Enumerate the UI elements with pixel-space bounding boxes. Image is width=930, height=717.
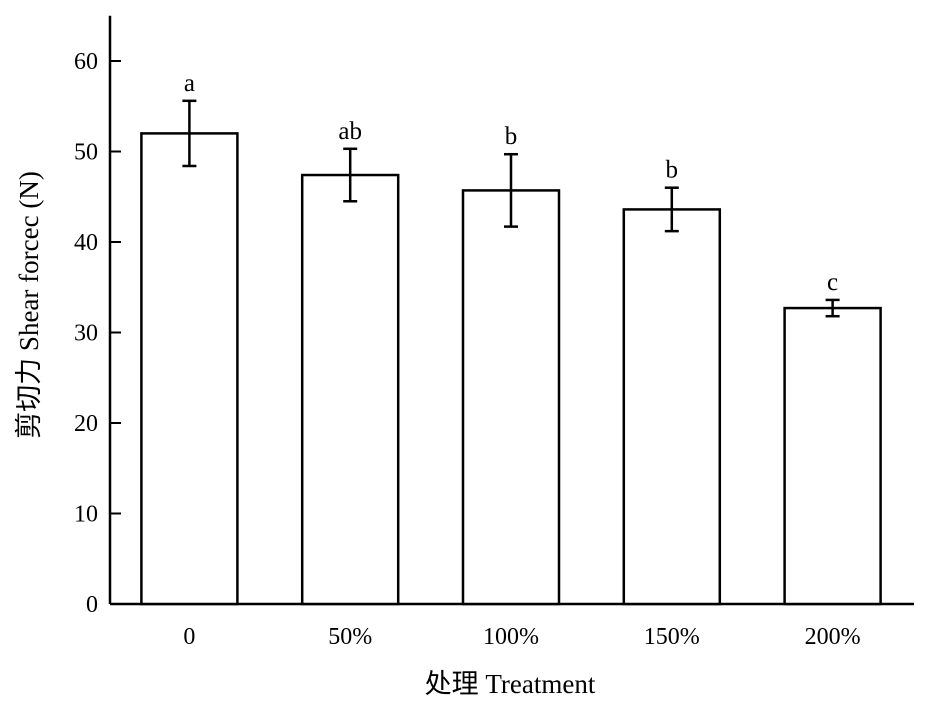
significance-label: c [827, 269, 838, 296]
y-tick-label: 30 [74, 321, 98, 347]
bar [622, 208, 722, 606]
y-tick-label: 20 [74, 411, 98, 437]
significance-label: ab [338, 118, 362, 145]
bar [300, 173, 400, 606]
x-tick-label: 50% [328, 624, 372, 650]
x-axis-title: 处理 Treatment [425, 669, 596, 699]
x-tick-label: 100% [483, 624, 539, 650]
y-tick-label: 40 [74, 230, 98, 256]
y-axis-title: 剪切力 Shear forcec (N) [14, 171, 44, 439]
labels: 0 a 50% ab 100% b 150% b 200% c [183, 70, 860, 650]
axes: 0 10 20 30 40 50 60 [74, 15, 914, 618]
x-tick-label: 150% [644, 624, 700, 650]
significance-label: a [184, 70, 195, 97]
y-tick-label: 50 [74, 140, 98, 166]
significance-label: b [666, 157, 679, 184]
bar [461, 189, 561, 606]
x-tick-label: 200% [805, 624, 861, 650]
y-tick-label: 0 [86, 592, 98, 618]
bar [783, 306, 882, 606]
significance-label: b [505, 123, 518, 150]
x-tick-label: 0 [183, 624, 195, 650]
bar [140, 132, 239, 606]
y-tick-label: 10 [74, 502, 98, 528]
bars [140, 99, 882, 606]
y-tick-label: 60 [74, 49, 98, 75]
